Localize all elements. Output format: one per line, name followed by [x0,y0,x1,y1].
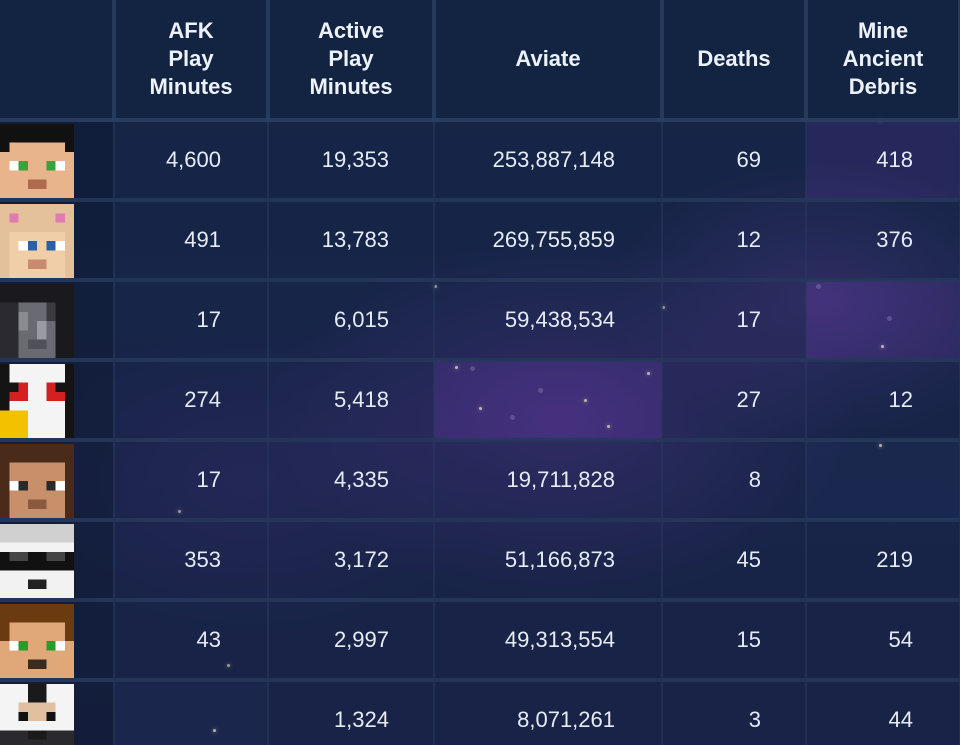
player-avatar-cell[interactable] [0,200,115,282]
deaths-cell: 8 [661,440,807,522]
table-row: 491 13,783 269,755,859 12 376 [0,200,960,282]
header-line: Active [317,18,385,43]
mine-ancient-debris-cell [805,440,960,522]
header-line: Deaths [697,46,771,71]
active-play-minutes-cell: 4,335 [267,440,435,522]
player-skin-head-icon[interactable] [0,124,74,198]
afk-play-minutes-cell: 274 [113,360,269,442]
active-play-minutes-cell: 2,997 [267,600,435,682]
player-avatar-cell[interactable] [0,680,115,745]
player-avatar-cell[interactable] [0,280,115,362]
aviate-cell: 19,711,828 [433,440,663,522]
mine-ancient-debris-cell: 376 [805,200,960,282]
deaths-cell: 17 [661,280,807,362]
header-line: Mine [857,18,909,43]
player-avatar-cell[interactable] [0,360,115,442]
table-row: 43 2,997 49,313,554 15 54 [0,600,960,682]
column-header-mine-ancient-debris[interactable]: Mine Ancient Debris [804,0,960,122]
mine-ancient-debris-cell: 44 [805,680,960,745]
afk-play-minutes-cell: 17 [113,440,269,522]
header-line: Debris [848,74,918,99]
player-skin-head-icon[interactable] [0,364,74,438]
afk-play-minutes-cell: 4,600 [113,120,269,202]
player-avatar-cell[interactable] [0,600,115,682]
aviate-cell: 59,438,534 [433,280,663,362]
aviate-cell: 49,313,554 [433,600,663,682]
player-avatar-cell[interactable] [0,120,115,202]
active-play-minutes-cell: 13,783 [267,200,435,282]
afk-play-minutes-cell [113,680,269,745]
active-play-minutes-cell: 5,418 [267,360,435,442]
aviate-cell: 8,071,261 [433,680,663,745]
column-header-player [0,0,116,122]
header-line: Ancient [842,46,924,71]
header-line: Minutes [149,74,233,99]
header-line: AFK [168,18,214,43]
active-play-minutes-cell: 19,353 [267,120,435,202]
deaths-cell: 69 [661,120,807,202]
mine-ancient-debris-cell: 418 [805,120,960,202]
afk-play-minutes-cell: 17 [113,280,269,362]
column-header-deaths[interactable]: Deaths [660,0,808,122]
deaths-cell: 15 [661,600,807,682]
player-skin-head-icon[interactable] [0,204,74,278]
header-line: Aviate [515,46,581,71]
aviate-cell [433,360,663,442]
player-avatar-cell[interactable] [0,440,115,522]
column-header-active-play-minutes[interactable]: Active Play Minutes [266,0,436,122]
aviate-cell: 253,887,148 [433,120,663,202]
mine-ancient-debris-cell: 219 [805,520,960,602]
player-skin-head-icon[interactable] [0,604,74,678]
table-row: 1,324 8,071,261 3 44 [0,680,960,745]
player-skin-head-icon[interactable] [0,284,74,358]
table-row: 274 5,418 27 12 [0,360,960,442]
active-play-minutes-cell: 3,172 [267,520,435,602]
afk-play-minutes-cell: 43 [113,600,269,682]
deaths-cell: 45 [661,520,807,602]
mine-ancient-debris-cell: 12 [805,360,960,442]
afk-play-minutes-cell: 491 [113,200,269,282]
header-line: Play [328,46,374,71]
active-play-minutes-cell: 1,324 [267,680,435,745]
header-line: Play [168,46,214,71]
aviate-cell: 269,755,859 [433,200,663,282]
column-header-afk-play-minutes[interactable]: AFK Play Minutes [112,0,270,122]
table-row: 4,600 19,353 253,887,148 69 418 [0,120,960,202]
deaths-cell: 27 [661,360,807,442]
table-row: 353 3,172 51,166,873 45 219 [0,520,960,602]
active-play-minutes-cell: 6,015 [267,280,435,362]
table-row: 17 4,335 19,711,828 8 [0,440,960,522]
header-line: Minutes [309,74,393,99]
afk-play-minutes-cell: 353 [113,520,269,602]
header-row: AFK Play Minutes Active Play Minutes Avi… [0,0,960,122]
player-avatar-cell[interactable] [0,520,115,602]
mine-ancient-debris-cell [805,280,960,362]
column-header-aviate[interactable]: Aviate [432,0,664,122]
aviate-cell: 51,166,873 [433,520,663,602]
deaths-cell: 12 [661,200,807,282]
mine-ancient-debris-cell: 54 [805,600,960,682]
player-skin-head-icon[interactable] [0,524,74,598]
deaths-cell: 3 [661,680,807,745]
player-skin-head-icon[interactable] [0,684,74,745]
player-skin-head-icon[interactable] [0,444,74,518]
table-row: 17 6,015 59,438,534 17 [0,280,960,362]
